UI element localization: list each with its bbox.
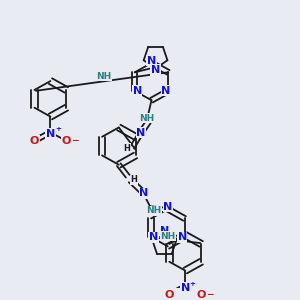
Text: +: + bbox=[55, 127, 61, 133]
Text: N: N bbox=[140, 188, 149, 198]
Text: N: N bbox=[136, 128, 146, 138]
Text: O: O bbox=[30, 136, 39, 146]
Text: NH: NH bbox=[140, 114, 155, 123]
Text: −: − bbox=[71, 136, 79, 146]
Text: +: + bbox=[190, 280, 196, 286]
Text: H: H bbox=[130, 176, 137, 184]
Text: H: H bbox=[123, 144, 130, 153]
Text: N: N bbox=[149, 232, 158, 242]
Text: N: N bbox=[147, 56, 156, 66]
Text: O: O bbox=[165, 290, 174, 300]
Text: O: O bbox=[196, 290, 206, 300]
Text: N: N bbox=[181, 283, 190, 293]
Text: N: N bbox=[133, 86, 142, 96]
Text: N: N bbox=[178, 232, 187, 242]
Text: N: N bbox=[160, 226, 169, 236]
Text: −: − bbox=[206, 290, 214, 299]
Text: N: N bbox=[163, 202, 172, 212]
Text: NH: NH bbox=[96, 72, 111, 81]
Text: N: N bbox=[151, 65, 160, 75]
Text: NH: NH bbox=[146, 206, 161, 215]
Text: NH: NH bbox=[160, 232, 176, 241]
Text: O: O bbox=[61, 136, 71, 146]
Text: N: N bbox=[161, 86, 170, 96]
Text: N: N bbox=[46, 129, 55, 139]
